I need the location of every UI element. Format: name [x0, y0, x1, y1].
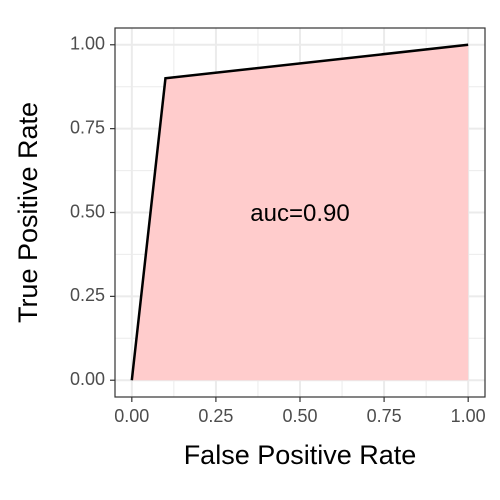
roc-area [131, 44, 469, 381]
y-tick-label: 0.50 [70, 201, 105, 221]
x-tick-label: 1.00 [451, 406, 486, 426]
auc-annotation: auc=0.90 [250, 200, 349, 227]
x-tick-label: 0.25 [198, 406, 233, 426]
roc-curve [130, 43, 469, 381]
y-axis: 0.00 0.25 0.50 0.75 1.00 [70, 34, 115, 389]
y-tick-label: 0.75 [70, 117, 105, 137]
y-tick-label: 1.00 [70, 34, 105, 54]
y-tick-label: 0.25 [70, 285, 105, 305]
x-axis: 0.00 0.25 0.50 0.75 1.00 [114, 397, 486, 426]
y-axis-title: True Positive Rate [13, 102, 43, 323]
x-tick-label: 0.50 [282, 406, 317, 426]
x-tick-label: 0.00 [114, 406, 149, 426]
x-axis-title: False Positive Rate [184, 440, 417, 470]
y-tick-label: 0.00 [70, 369, 105, 389]
x-tick-label: 0.75 [367, 406, 402, 426]
